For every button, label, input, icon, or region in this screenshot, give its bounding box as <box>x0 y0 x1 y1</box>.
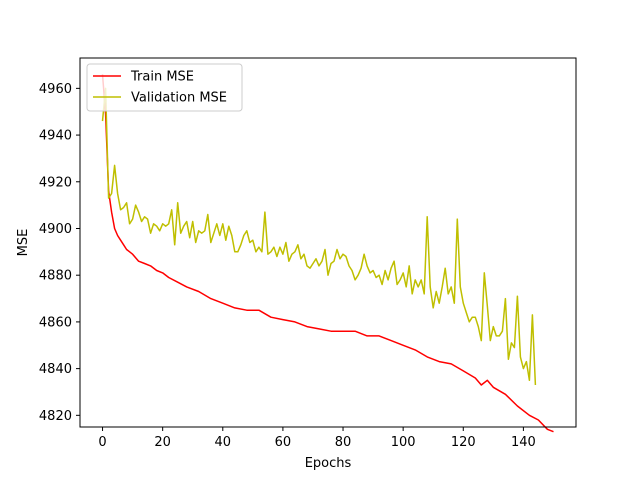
x-tick-label: 120 <box>451 435 476 450</box>
y-tick-label: 4960 <box>39 82 72 97</box>
y-tick-label: 4880 <box>39 269 72 284</box>
series-line-validation-mse <box>101 87 537 386</box>
x-tick-label: 100 <box>391 435 416 450</box>
y-tick-label: 4900 <box>39 222 72 237</box>
y-tick-label: 4920 <box>39 175 72 190</box>
legend: Train MSE Validation MSE <box>86 63 243 112</box>
x-tick-label: 20 <box>154 435 171 450</box>
y-tick-label: 4860 <box>39 315 72 330</box>
legend-box <box>86 63 243 112</box>
series-layer <box>101 74 554 433</box>
y-axis: 4820 4840 4860 4880 4900 4920 4940 4960 <box>39 82 80 424</box>
x-tick-label: 40 <box>215 435 232 450</box>
x-axis-label: Epochs <box>305 456 352 471</box>
plot-area <box>79 57 577 433</box>
x-tick-label: 140 <box>511 435 536 450</box>
x-tick-label: 80 <box>335 435 352 450</box>
y-tick-label: 4820 <box>39 409 72 424</box>
legend-label-validation-mse: Validation MSE <box>131 91 227 106</box>
y-axis-label: MSE <box>16 229 31 257</box>
x-axis: 0 20 40 60 80 100 120 140 <box>98 427 536 450</box>
x-tick-label: 60 <box>275 435 292 450</box>
axes-frame <box>79 57 577 428</box>
y-tick-label: 4940 <box>39 129 72 144</box>
x-tick-label: 0 <box>98 435 106 450</box>
series-line-train-mse <box>101 74 554 433</box>
legend-label-train-mse: Train MSE <box>130 70 194 85</box>
y-tick-label: 4840 <box>39 362 72 377</box>
